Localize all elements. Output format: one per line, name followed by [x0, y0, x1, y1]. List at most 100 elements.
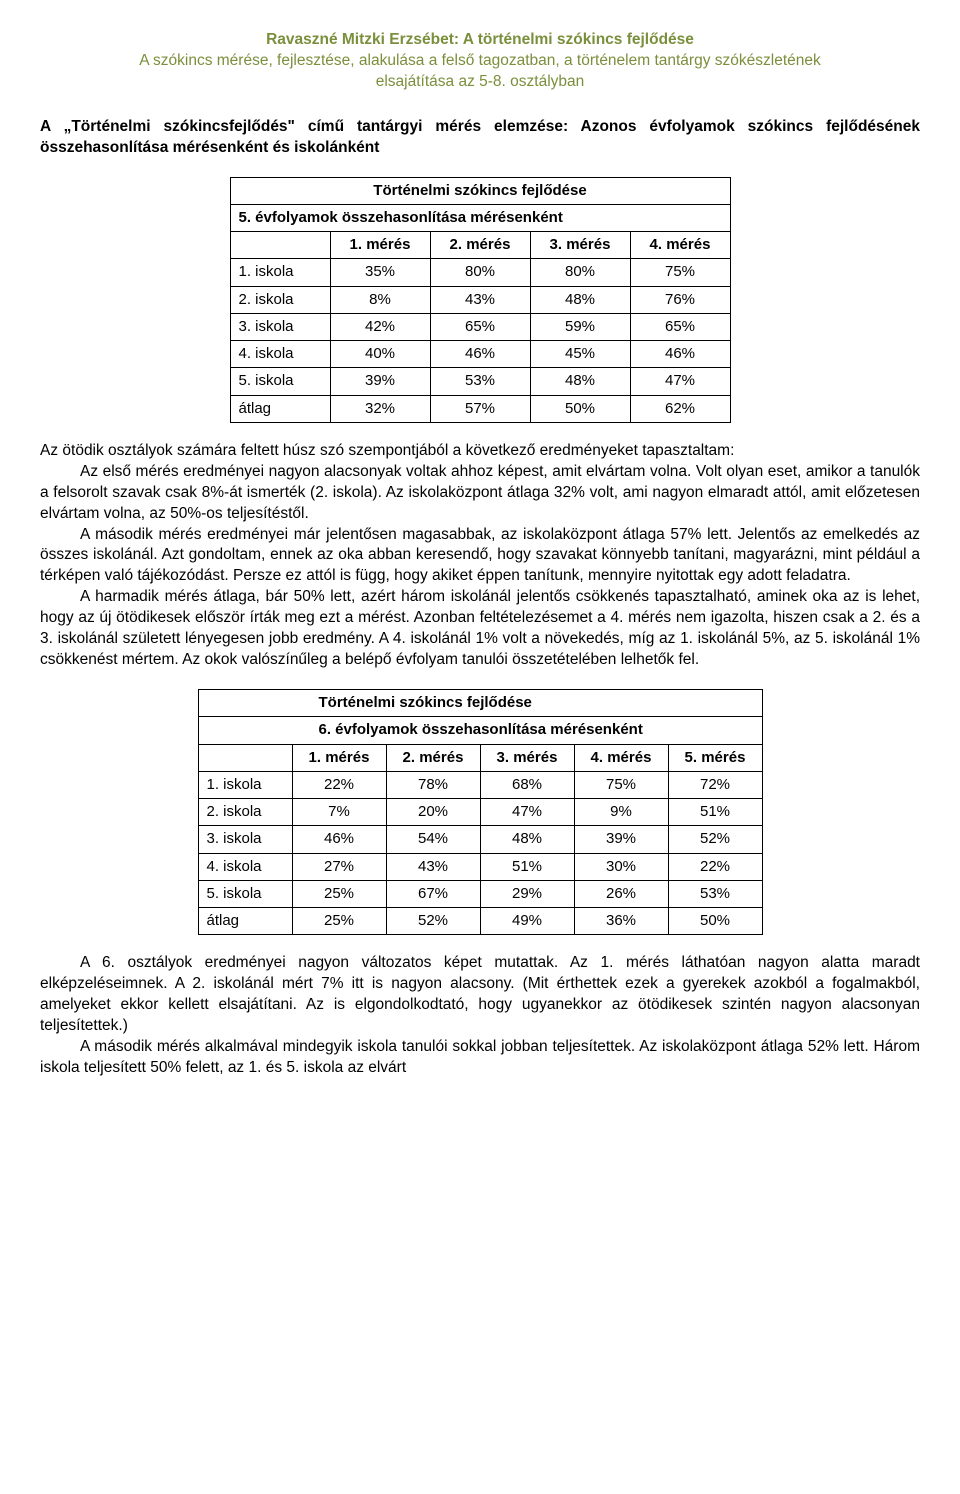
section-title: A „Történelmi szókincsfejlődés" című tan… [40, 117, 920, 159]
table6-r2-label: 3. iskola [198, 826, 292, 853]
table5-r4c2: 48% [530, 368, 630, 395]
table6-r5c2: 49% [480, 908, 574, 935]
table6-col5: 5. mérés [668, 744, 762, 771]
table5-r2-label: 3. iskola [230, 313, 330, 340]
table5-r0-label: 1. iskola [230, 259, 330, 286]
table5-col1: 1. mérés [330, 232, 430, 259]
table-6th-grade: Történelmi szókincs fejlődése 6. évfolya… [198, 689, 763, 935]
table5-r3c3: 46% [630, 341, 730, 368]
table5-r2c0: 42% [330, 313, 430, 340]
table5-col2: 2. mérés [430, 232, 530, 259]
table6-subtitle-row: 6. évfolyamok összehasonlítása mérésenké… [198, 717, 762, 744]
table6-r4-label: 5. iskola [198, 880, 292, 907]
table-row: 3. iskola 42% 65% 59% 65% [230, 313, 730, 340]
table-row: 2. iskola 7% 20% 47% 9% 51% [198, 799, 762, 826]
table6-r0c0: 22% [292, 771, 386, 798]
table6-col3: 3. mérés [480, 744, 574, 771]
table5-subtitle: 5. évfolyamok összehasonlítása mérésenké… [230, 204, 730, 231]
table-row: átlag 32% 57% 50% 62% [230, 395, 730, 422]
table6-r3c2: 51% [480, 853, 574, 880]
table6-r0-label: 1. iskola [198, 771, 292, 798]
table6-r2c2: 48% [480, 826, 574, 853]
table5-r1c1: 43% [430, 286, 530, 313]
table5-title-row: Történelmi szókincs fejlődése [230, 177, 730, 204]
para1-l3: A második mérés eredményei már jelentőse… [40, 525, 920, 588]
page-header: Ravaszné Mitzki Erzsébet: A történelmi s… [40, 30, 920, 93]
table5-col3: 3. mérés [530, 232, 630, 259]
table6-title-row: Történelmi szókincs fejlődése [198, 690, 762, 717]
table5-r3c0: 40% [330, 341, 430, 368]
table6-r1-label: 2. iskola [198, 799, 292, 826]
table5-r4-label: 5. iskola [230, 368, 330, 395]
table5-r0c1: 80% [430, 259, 530, 286]
table-row: 2. iskola 8% 43% 48% 76% [230, 286, 730, 313]
table6-col2: 2. mérés [386, 744, 480, 771]
table5-header-row: 1. mérés 2. mérés 3. mérés 4. mérés [230, 232, 730, 259]
table6-r2c1: 54% [386, 826, 480, 853]
table5-r4c1: 53% [430, 368, 530, 395]
table-row: 5. iskola 25% 67% 29% 26% 53% [198, 880, 762, 907]
table6-r4c2: 29% [480, 880, 574, 907]
table6-col1: 1. mérés [292, 744, 386, 771]
table5-r5c1: 57% [430, 395, 530, 422]
table6-r4c0: 25% [292, 880, 386, 907]
table6-r3c3: 30% [574, 853, 668, 880]
table-row: átlag 25% 52% 49% 36% 50% [198, 908, 762, 935]
table6-r0c1: 78% [386, 771, 480, 798]
table6-title: Történelmi szókincs fejlődése [198, 690, 762, 717]
table5-r1c0: 8% [330, 286, 430, 313]
table6-r5c4: 50% [668, 908, 762, 935]
table5-r0c2: 80% [530, 259, 630, 286]
table5-r1-label: 2. iskola [230, 286, 330, 313]
para1-l1: Az ötödik osztályok számára feltett húsz… [40, 441, 920, 462]
table6-col4: 4. mérés [574, 744, 668, 771]
table-5th-grade: Történelmi szókincs fejlődése 5. évfolya… [230, 177, 731, 423]
para2-l1: A 6. osztályok eredményei nagyon változa… [40, 953, 920, 1037]
table5-r5c0: 32% [330, 395, 430, 422]
table5-r5c2: 50% [530, 395, 630, 422]
paragraph-block-1: Az ötödik osztályok számára feltett húsz… [40, 441, 920, 671]
table-row: 5. iskola 39% 53% 48% 47% [230, 368, 730, 395]
table6-r1c3: 9% [574, 799, 668, 826]
table6-r3c4: 22% [668, 853, 762, 880]
table6-r4c4: 53% [668, 880, 762, 907]
table6-r3-label: 4. iskola [198, 853, 292, 880]
table6-r3c0: 27% [292, 853, 386, 880]
header-title: Ravaszné Mitzki Erzsébet: A történelmi s… [40, 30, 920, 51]
table-row: 4. iskola 27% 43% 51% 30% 22% [198, 853, 762, 880]
table6-r1c1: 20% [386, 799, 480, 826]
table5-r2c3: 65% [630, 313, 730, 340]
table6-r4c3: 26% [574, 880, 668, 907]
para1-l4: A harmadik mérés átlaga, bár 50% lett, a… [40, 587, 920, 671]
table-row: 3. iskola 46% 54% 48% 39% 52% [198, 826, 762, 853]
table6-subtitle: 6. évfolyamok összehasonlítása mérésenké… [198, 717, 762, 744]
table6-r2c3: 39% [574, 826, 668, 853]
table5-empty-head [230, 232, 330, 259]
table6-r1c4: 51% [668, 799, 762, 826]
header-subtitle-2: elsajátítása az 5-8. osztályban [40, 72, 920, 93]
table6-r1c0: 7% [292, 799, 386, 826]
paragraph-block-2: A 6. osztályok eredményei nagyon változa… [40, 953, 920, 1079]
table5-r1c2: 48% [530, 286, 630, 313]
table5-r1c3: 76% [630, 286, 730, 313]
table6-header-row: 1. mérés 2. mérés 3. mérés 4. mérés 5. m… [198, 744, 762, 771]
table5-r3-label: 4. iskola [230, 341, 330, 368]
table6-r5c0: 25% [292, 908, 386, 935]
table6-r3c1: 43% [386, 853, 480, 880]
table6-r2c0: 46% [292, 826, 386, 853]
table5-r0c3: 75% [630, 259, 730, 286]
table5-r5c3: 62% [630, 395, 730, 422]
table6-r2c4: 52% [668, 826, 762, 853]
para2-l2: A második mérés alkalmával mindegyik isk… [40, 1037, 920, 1079]
header-subtitle-1: A szókincs mérése, fejlesztése, alakulás… [40, 51, 920, 72]
table5-r2c1: 65% [430, 313, 530, 340]
table5-r3c2: 45% [530, 341, 630, 368]
para1-l2: Az első mérés eredményei nagyon alacsony… [40, 462, 920, 525]
table5-r3c1: 46% [430, 341, 530, 368]
table6-r0c4: 72% [668, 771, 762, 798]
table-row: 4. iskola 40% 46% 45% 46% [230, 341, 730, 368]
table5-r2c2: 59% [530, 313, 630, 340]
table6-r4c1: 67% [386, 880, 480, 907]
table-row: 1. iskola 35% 80% 80% 75% [230, 259, 730, 286]
table6-r5c1: 52% [386, 908, 480, 935]
